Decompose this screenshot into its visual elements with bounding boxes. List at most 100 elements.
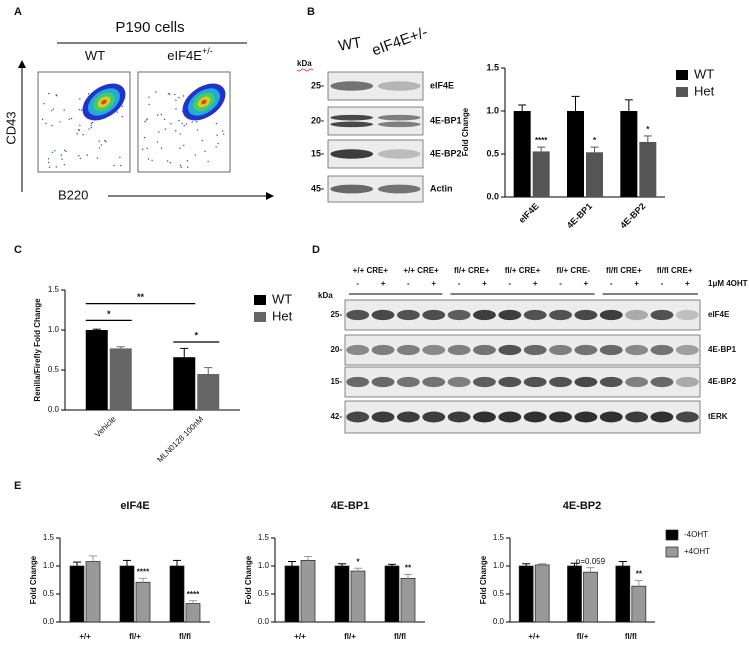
blot-band [549, 411, 572, 423]
flow-event [158, 131, 160, 133]
y-axis-label: Fold Change [461, 107, 470, 156]
flow-event [65, 150, 67, 153]
band-label: eIF4E [708, 310, 730, 319]
group-label: eIF4E+/- [167, 46, 212, 63]
error-bar [180, 347, 189, 358]
significance-label: p=0.059 [576, 557, 606, 566]
significance-label: ** [636, 570, 643, 579]
blot-band [523, 376, 547, 388]
flow-event [179, 133, 182, 135]
flow-event [54, 150, 56, 152]
group-name: WT [85, 48, 105, 63]
flow-event [55, 166, 58, 168]
legend-swatch [254, 312, 266, 322]
flow-event [155, 91, 157, 93]
group-label: WT [85, 48, 105, 63]
blot-band [549, 376, 572, 388]
blot-band [371, 344, 395, 356]
flow-event [207, 160, 209, 163]
panel-label: E [14, 480, 21, 492]
treatment-sign: + [685, 279, 690, 288]
error-bar [304, 555, 312, 561]
blot-band [346, 376, 370, 388]
error-bar [522, 563, 531, 566]
error-bar [643, 135, 652, 142]
treatment-sign: - [508, 279, 511, 288]
flow-event [70, 117, 73, 120]
error-bar [92, 328, 101, 330]
treatment-sign: + [381, 279, 386, 288]
x-tick-label: fl/+ [344, 632, 356, 641]
significance-label: **** [187, 590, 200, 599]
group-superscript: +/- [202, 46, 213, 56]
blot-band [447, 376, 471, 388]
marker-label: 25- [330, 310, 342, 319]
blot-band [498, 309, 522, 321]
error-bar [586, 567, 595, 573]
blot-band [330, 121, 374, 128]
significance-label: * [356, 557, 360, 566]
treatment-sign: + [482, 279, 487, 288]
flow-event [167, 92, 170, 95]
flow-event [121, 115, 123, 118]
blot-band [377, 121, 421, 128]
treatment-sign: - [661, 279, 664, 288]
flow-event [170, 123, 172, 125]
flow-event [43, 103, 45, 105]
blot-band [625, 411, 649, 423]
flow-event [104, 139, 106, 142]
y-tick-label: 0.0 [493, 617, 505, 626]
band-label: Actin [430, 183, 453, 193]
flow-event [78, 108, 81, 111]
group-label: fl/fl CRE+ [606, 266, 642, 275]
error-bar [537, 146, 546, 152]
group-label: fl/+ CRE+ [454, 266, 490, 275]
y-tick-label: 0.5 [258, 589, 270, 598]
y-tick-label: 0.5 [486, 148, 499, 158]
blot-band [675, 344, 699, 356]
bar [384, 565, 400, 623]
y-tick-label: 0.0 [48, 405, 60, 414]
error-bar [123, 559, 131, 566]
flow-event [164, 128, 167, 130]
flow-event [180, 166, 182, 168]
x-axis-label: B220 [58, 187, 88, 202]
legend-swatch [665, 529, 679, 541]
blot-band [675, 309, 699, 321]
bar [119, 565, 135, 623]
flow-event [160, 113, 163, 116]
flow-event [98, 147, 101, 149]
legend-label: WT [272, 291, 292, 306]
flow-event [160, 147, 163, 149]
bar [334, 565, 350, 623]
blot-band [422, 309, 446, 321]
chart-title: eIF4E [120, 500, 149, 512]
blot-band [599, 309, 623, 321]
blot-band [396, 376, 420, 388]
bar [586, 152, 603, 197]
blot-band [473, 411, 496, 423]
flow-event [79, 124, 81, 127]
blot-column-label: WT [337, 34, 363, 55]
group-label: +/+ CRE+ [353, 266, 389, 275]
bar [620, 111, 638, 197]
blot-band [473, 309, 496, 321]
flow-event [47, 161, 50, 164]
legend-label: -4OHT [684, 530, 708, 539]
legend-swatch [676, 87, 688, 97]
flow-event [151, 159, 153, 162]
blot-band [498, 411, 522, 423]
flow-event [148, 96, 150, 98]
significance-label: ** [405, 564, 412, 573]
flow-event [61, 158, 63, 160]
flow-event [47, 158, 50, 160]
blot-band [346, 344, 370, 356]
bar [639, 141, 657, 197]
flow-event [64, 149, 66, 151]
blot-band [346, 309, 370, 321]
flow-event [80, 109, 83, 111]
flow-title: P190 cells [115, 19, 184, 36]
bar [567, 111, 584, 197]
x-tick-label: fl/fl [625, 632, 637, 641]
blot-band [574, 309, 598, 321]
